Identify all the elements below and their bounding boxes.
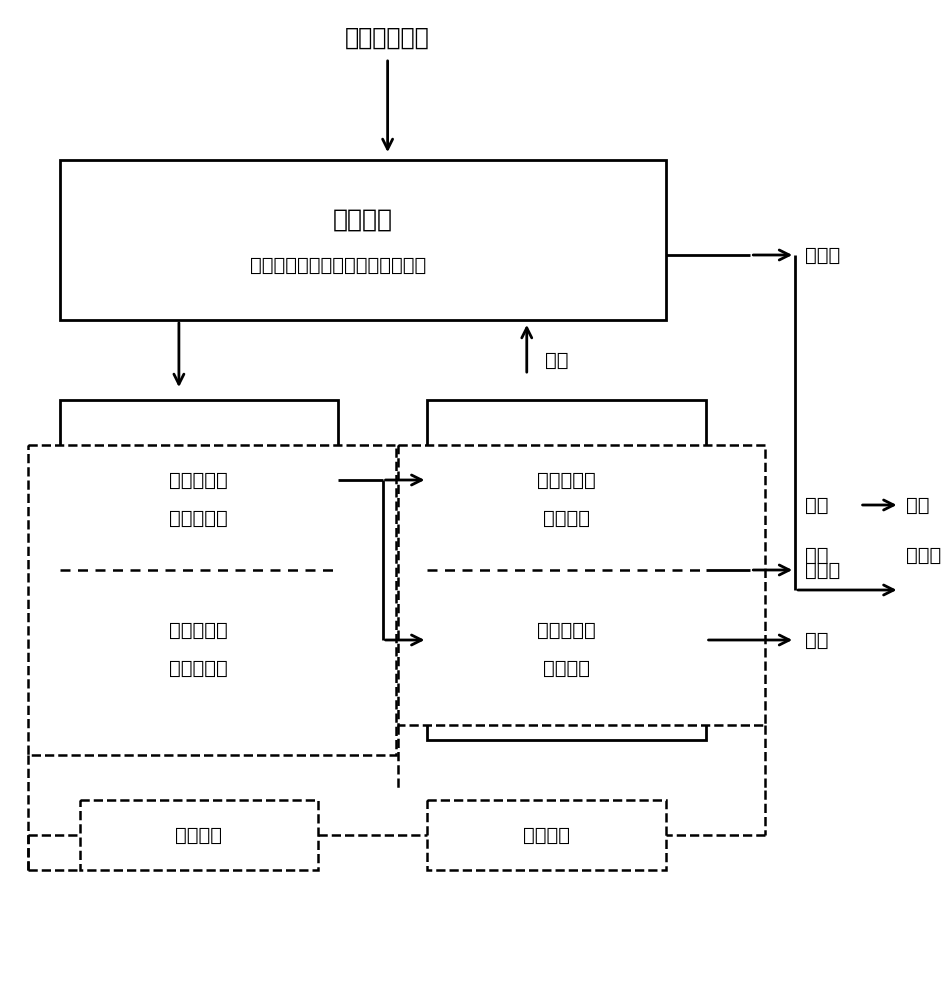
Text: 回流: 回流	[544, 351, 568, 369]
Text: 微生物电解: 微生物电解	[537, 471, 596, 489]
Bar	[397, 445, 766, 725]
Text: 含磷有机废水: 含磷有机废水	[345, 26, 430, 50]
Text: 清水: 清水	[805, 631, 828, 650]
Text: 纯化: 纯化	[805, 495, 828, 514]
Text: 微生物电解: 微生物电解	[537, 620, 596, 640]
Bar	[28, 445, 395, 755]
Text: 磷化氢: 磷化氢	[805, 245, 841, 264]
Text: 蓄电装置: 蓄电装置	[176, 826, 222, 844]
Text: 池阴极室: 池阴极室	[543, 658, 590, 678]
Text: 商品: 商品	[906, 495, 930, 514]
Bar	[428, 800, 666, 870]
Bar	[60, 400, 338, 740]
Text: 电池阴极室: 电池阴极室	[169, 658, 228, 678]
Text: 储存: 储存	[805, 546, 828, 564]
Text: 微生物燃料: 微生物燃料	[169, 471, 228, 489]
Text: 微生物燃料: 微生物燃料	[169, 620, 228, 640]
Text: 电池阳极室: 电池阳极室	[169, 508, 228, 528]
Text: 池阳极室: 池阳极室	[543, 508, 590, 528]
Text: 厌氧发酵: 厌氧发酵	[332, 208, 392, 232]
Text: 磷化氢: 磷化氢	[906, 546, 941, 564]
Text: （有机磷转化磷酸盐，产磷化氢）: （有机磷转化磷酸盐，产磷化氢）	[250, 255, 426, 274]
Bar	[60, 160, 666, 320]
Text: 稳压装置: 稳压装置	[523, 826, 570, 844]
Bar	[428, 400, 706, 740]
Text: 磷化氢: 磷化氢	[805, 560, 841, 580]
Bar	[80, 800, 318, 870]
